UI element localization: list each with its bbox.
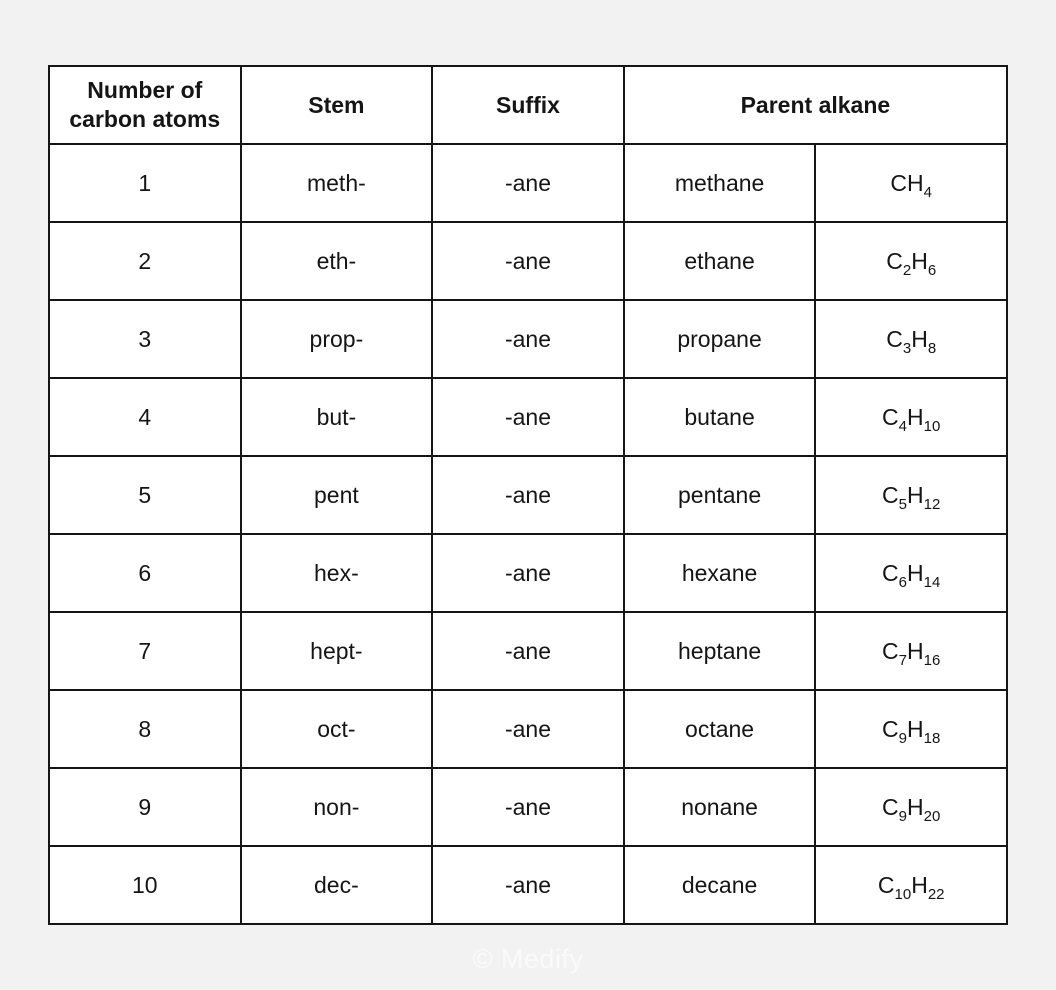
cell-carbon-count: 8 xyxy=(48,689,242,769)
header-row: Number of carbon atoms Stem Suffix Paren… xyxy=(48,65,1009,145)
cell-carbon-count: 9 xyxy=(48,767,242,847)
cell-carbon-count: 2 xyxy=(48,221,242,301)
cell-alkane-name: propane xyxy=(622,299,817,379)
table-header: Number of carbon atoms Stem Suffix Paren… xyxy=(48,65,1009,145)
cell-suffix: -ane xyxy=(431,455,625,535)
cell-suffix: -ane xyxy=(431,377,625,457)
cell-alkane-formula: C10H22 xyxy=(814,845,1008,925)
cell-carbon-count: 4 xyxy=(48,377,242,457)
header-stem: Stem xyxy=(239,65,434,145)
table-row: 5 pent -ane pentane C5H12 xyxy=(48,455,1008,535)
cell-stem: pent xyxy=(239,455,434,535)
cell-suffix: -ane xyxy=(431,767,625,847)
cell-carbon-count: 6 xyxy=(48,533,242,613)
cell-alkane-formula: C9H18 xyxy=(814,689,1008,769)
header-carbon-atoms: Number of carbon atoms xyxy=(48,65,242,145)
alkane-nomenclature-table: Number of carbon atoms Stem Suffix Paren… xyxy=(48,65,1009,925)
watermark: © Medify xyxy=(472,944,584,974)
cell-suffix: -ane xyxy=(431,611,625,691)
cell-alkane-name: pentane xyxy=(622,455,817,535)
cell-stem: prop- xyxy=(239,299,434,379)
table-row: 3 prop- -ane propane C3H8 xyxy=(48,299,1008,379)
cell-suffix: -ane xyxy=(431,143,625,223)
table-row: 2 eth- -ane ethane C2H6 xyxy=(48,221,1008,301)
cell-alkane-formula: C7H16 xyxy=(814,611,1008,691)
cell-alkane-name: octane xyxy=(622,689,817,769)
cell-alkane-name: hexane xyxy=(622,533,817,613)
cell-stem: eth- xyxy=(239,221,434,301)
table-row: 8 oct- -ane octane C9H18 xyxy=(48,689,1008,769)
cell-stem: but- xyxy=(239,377,434,457)
cell-alkane-name: heptane xyxy=(622,611,817,691)
cell-suffix: -ane xyxy=(431,689,625,769)
header-suffix: Suffix xyxy=(431,65,625,145)
cell-carbon-count: 3 xyxy=(48,299,242,379)
cell-carbon-count: 10 xyxy=(48,845,242,925)
cell-carbon-count: 5 xyxy=(48,455,242,535)
cell-alkane-name: ethane xyxy=(622,221,817,301)
cell-alkane-formula: C4H10 xyxy=(814,377,1008,457)
cell-stem: dec- xyxy=(239,845,434,925)
header-parent-alkane: Parent alkane xyxy=(622,65,1009,145)
cell-stem: non- xyxy=(239,767,434,847)
cell-suffix: -ane xyxy=(431,299,625,379)
table-row: 4 but- -ane butane C4H10 xyxy=(48,377,1008,457)
table-body: 1 meth- -ane methane CH4 2 eth- -ane eth… xyxy=(48,143,1008,925)
table-row: 7 hept- -ane heptane C7H16 xyxy=(48,611,1008,691)
cell-suffix: -ane xyxy=(431,845,625,925)
cell-alkane-name: butane xyxy=(622,377,817,457)
cell-carbon-count: 1 xyxy=(48,143,242,223)
cell-carbon-count: 7 xyxy=(48,611,242,691)
table-row: 10 dec- -ane decane C10H22 xyxy=(48,845,1008,925)
table-row: 9 non- -ane nonane C9H20 xyxy=(48,767,1008,847)
cell-alkane-formula: CH4 xyxy=(814,143,1008,223)
cell-stem: hept- xyxy=(239,611,434,691)
cell-alkane-formula: C9H20 xyxy=(814,767,1008,847)
cell-alkane-formula: C3H8 xyxy=(814,299,1008,379)
cell-alkane-name: decane xyxy=(622,845,817,925)
cell-stem: oct- xyxy=(239,689,434,769)
cell-alkane-name: methane xyxy=(622,143,817,223)
cell-alkane-name: nonane xyxy=(622,767,817,847)
cell-suffix: -ane xyxy=(431,221,625,301)
cell-suffix: -ane xyxy=(431,533,625,613)
cell-alkane-formula: C6H14 xyxy=(814,533,1008,613)
cell-alkane-formula: C2H6 xyxy=(814,221,1008,301)
cell-alkane-formula: C5H12 xyxy=(814,455,1008,535)
cell-stem: meth- xyxy=(239,143,434,223)
table-row: 1 meth- -ane methane CH4 xyxy=(48,143,1008,223)
table-row: 6 hex- -ane hexane C6H14 xyxy=(48,533,1008,613)
cell-stem: hex- xyxy=(239,533,434,613)
